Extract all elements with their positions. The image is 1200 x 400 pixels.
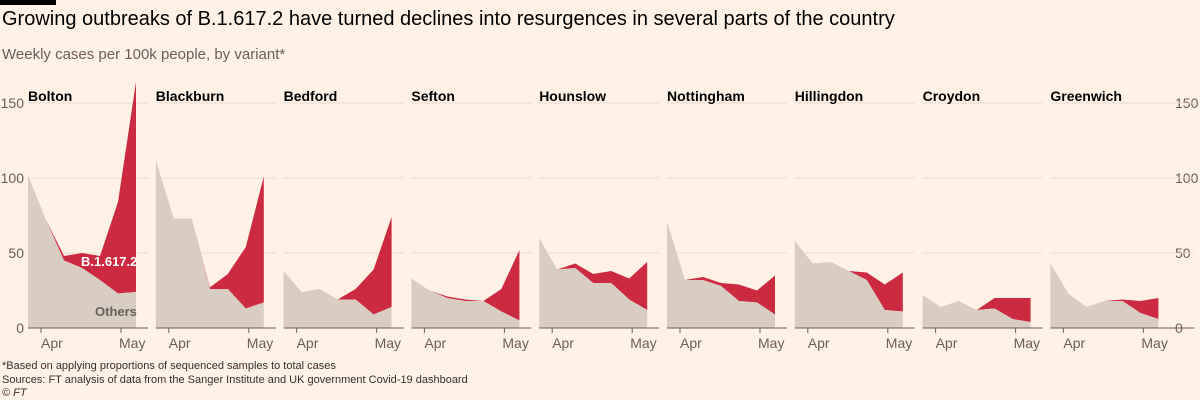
- others-area-bolton: [28, 175, 136, 328]
- others-area-blackburn: [155, 160, 264, 328]
- others-area-croydon: [922, 295, 1031, 328]
- x-tick-label-apr: Apr: [808, 335, 830, 351]
- panel-title-sefton: Sefton: [411, 88, 455, 104]
- others-area-greenwich: [1050, 263, 1159, 328]
- variant-area-bedford: [283, 217, 392, 315]
- others-label: Others: [95, 304, 137, 319]
- variant-area-sefton: [411, 250, 520, 321]
- variant-area-greenwich: [1050, 263, 1159, 319]
- panel-title-croydon: Croydon: [923, 88, 981, 104]
- chart-subtitle: Weekly cases per 100k people, by variant…: [2, 46, 286, 63]
- panel-title-bedford: Bedford: [284, 88, 338, 104]
- y-tick-label-left: 150: [1, 95, 25, 111]
- copyright: © FT: [2, 387, 27, 399]
- x-tick-label-apr: Apr: [169, 335, 191, 351]
- x-tick-label-apr: Apr: [936, 335, 958, 351]
- x-tick-label-apr: Apr: [552, 335, 574, 351]
- variant-area-croydon: [922, 295, 1031, 322]
- panel-title-hounslow: Hounslow: [539, 88, 606, 104]
- sources: Sources: FT analysis of data from the Sa…: [2, 374, 468, 386]
- x-tick-label-may: May: [1014, 335, 1040, 351]
- panel-title-nottingham: Nottingham: [667, 88, 745, 104]
- others-area-hounslow: [539, 238, 648, 328]
- x-tick-label-apr: Apr: [424, 335, 446, 351]
- x-tick-label-apr: Apr: [41, 335, 63, 351]
- x-tick-label-may: May: [630, 335, 656, 351]
- variant-area-blackburn: [155, 160, 264, 309]
- y-tick-label-left: 100: [1, 170, 25, 186]
- ft-brand-bar: [0, 0, 56, 5]
- x-tick-label-may: May: [1141, 335, 1167, 351]
- x-tick-label-may: May: [247, 335, 273, 351]
- others-area-sefton: [411, 278, 520, 328]
- variant-label: B.1.617.2: [81, 254, 137, 269]
- variant-area-bolton: [28, 82, 136, 294]
- x-tick-label-apr: Apr: [680, 335, 702, 351]
- y-tick-label-left: 50: [8, 245, 24, 261]
- panel-title-hillingdon: Hillingdon: [795, 88, 863, 104]
- panel-title-greenwich: Greenwich: [1050, 88, 1122, 104]
- x-tick-label-apr: Apr: [297, 335, 319, 351]
- x-tick-label-apr: Apr: [1063, 335, 1085, 351]
- chart-title: Growing outbreaks of B.1.617.2 have turn…: [2, 8, 895, 30]
- variant-area-hillingdon: [794, 241, 903, 312]
- panel-title-bolton: Bolton: [28, 88, 72, 104]
- others-area-nottingham: [667, 221, 775, 328]
- y-tick-label-left: 0: [16, 320, 24, 336]
- variant-area-nottingham: [667, 221, 775, 315]
- others-area-hillingdon: [794, 241, 903, 328]
- x-tick-label-may: May: [502, 335, 528, 351]
- x-tick-label-may: May: [375, 335, 401, 351]
- x-tick-label-may: May: [119, 335, 145, 351]
- panel-title-blackburn: Blackburn: [156, 88, 224, 104]
- others-area-bedford: [283, 271, 392, 328]
- variant-area-hounslow: [539, 238, 648, 310]
- x-tick-label-may: May: [758, 335, 784, 351]
- x-tick-label-may: May: [886, 335, 912, 351]
- footnote: *Based on applying proportions of sequen…: [2, 360, 336, 372]
